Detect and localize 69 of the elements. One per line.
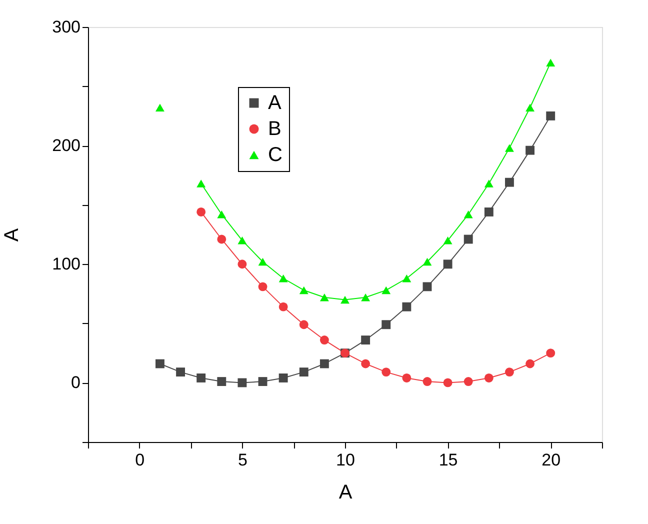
point xyxy=(546,348,556,358)
point xyxy=(484,374,494,382)
point xyxy=(299,286,308,294)
point xyxy=(526,359,535,368)
y-tick-label: 300 xyxy=(52,18,80,36)
point xyxy=(155,104,164,112)
point xyxy=(238,378,247,388)
point xyxy=(320,293,329,302)
point xyxy=(217,377,226,386)
point xyxy=(382,320,391,330)
point xyxy=(320,336,329,344)
point xyxy=(238,260,247,269)
point xyxy=(443,260,452,269)
point xyxy=(505,178,514,187)
point xyxy=(278,302,288,312)
x-axis-title: A xyxy=(338,482,353,504)
x-tick-label: 20 xyxy=(542,450,561,470)
point xyxy=(422,377,432,386)
point xyxy=(464,210,473,218)
point xyxy=(484,180,494,188)
point xyxy=(443,236,452,244)
point xyxy=(258,258,268,266)
point xyxy=(278,374,288,382)
point xyxy=(464,377,473,386)
point xyxy=(340,296,350,304)
point xyxy=(546,111,556,120)
point xyxy=(422,258,432,266)
point xyxy=(526,104,535,112)
x-tick-label: 5 xyxy=(238,450,248,470)
point xyxy=(155,359,164,368)
point xyxy=(526,146,535,155)
point xyxy=(238,236,247,244)
point xyxy=(217,234,226,244)
point xyxy=(361,293,370,302)
y-tick-label: 100 xyxy=(52,254,80,274)
point xyxy=(299,368,308,377)
y-tick-label: 0 xyxy=(71,373,80,392)
point xyxy=(505,144,514,152)
point xyxy=(546,58,556,66)
point xyxy=(258,377,268,386)
point xyxy=(361,359,370,368)
x-tick-label: 10 xyxy=(336,450,355,470)
point xyxy=(382,286,391,294)
point xyxy=(278,274,288,282)
point xyxy=(402,374,412,382)
point xyxy=(299,320,308,330)
point xyxy=(464,234,473,244)
x-tick-label: 0 xyxy=(135,450,145,470)
x-tick-label: 15 xyxy=(438,450,458,470)
point xyxy=(176,368,185,377)
point xyxy=(382,368,391,377)
point xyxy=(443,378,452,388)
point xyxy=(402,274,412,282)
point xyxy=(320,359,329,368)
point xyxy=(196,208,206,216)
legend-label: A xyxy=(268,92,282,114)
point xyxy=(505,368,514,377)
point xyxy=(196,180,206,188)
legend-label: B xyxy=(268,118,282,140)
legend-label: C xyxy=(268,144,282,166)
point xyxy=(484,208,494,216)
point xyxy=(196,374,206,382)
point xyxy=(217,210,226,218)
point xyxy=(361,336,370,344)
y-tick-label: 200 xyxy=(52,136,80,156)
y-axis-title: A xyxy=(1,228,24,242)
point xyxy=(422,282,432,292)
point xyxy=(402,302,412,312)
point xyxy=(258,282,268,292)
